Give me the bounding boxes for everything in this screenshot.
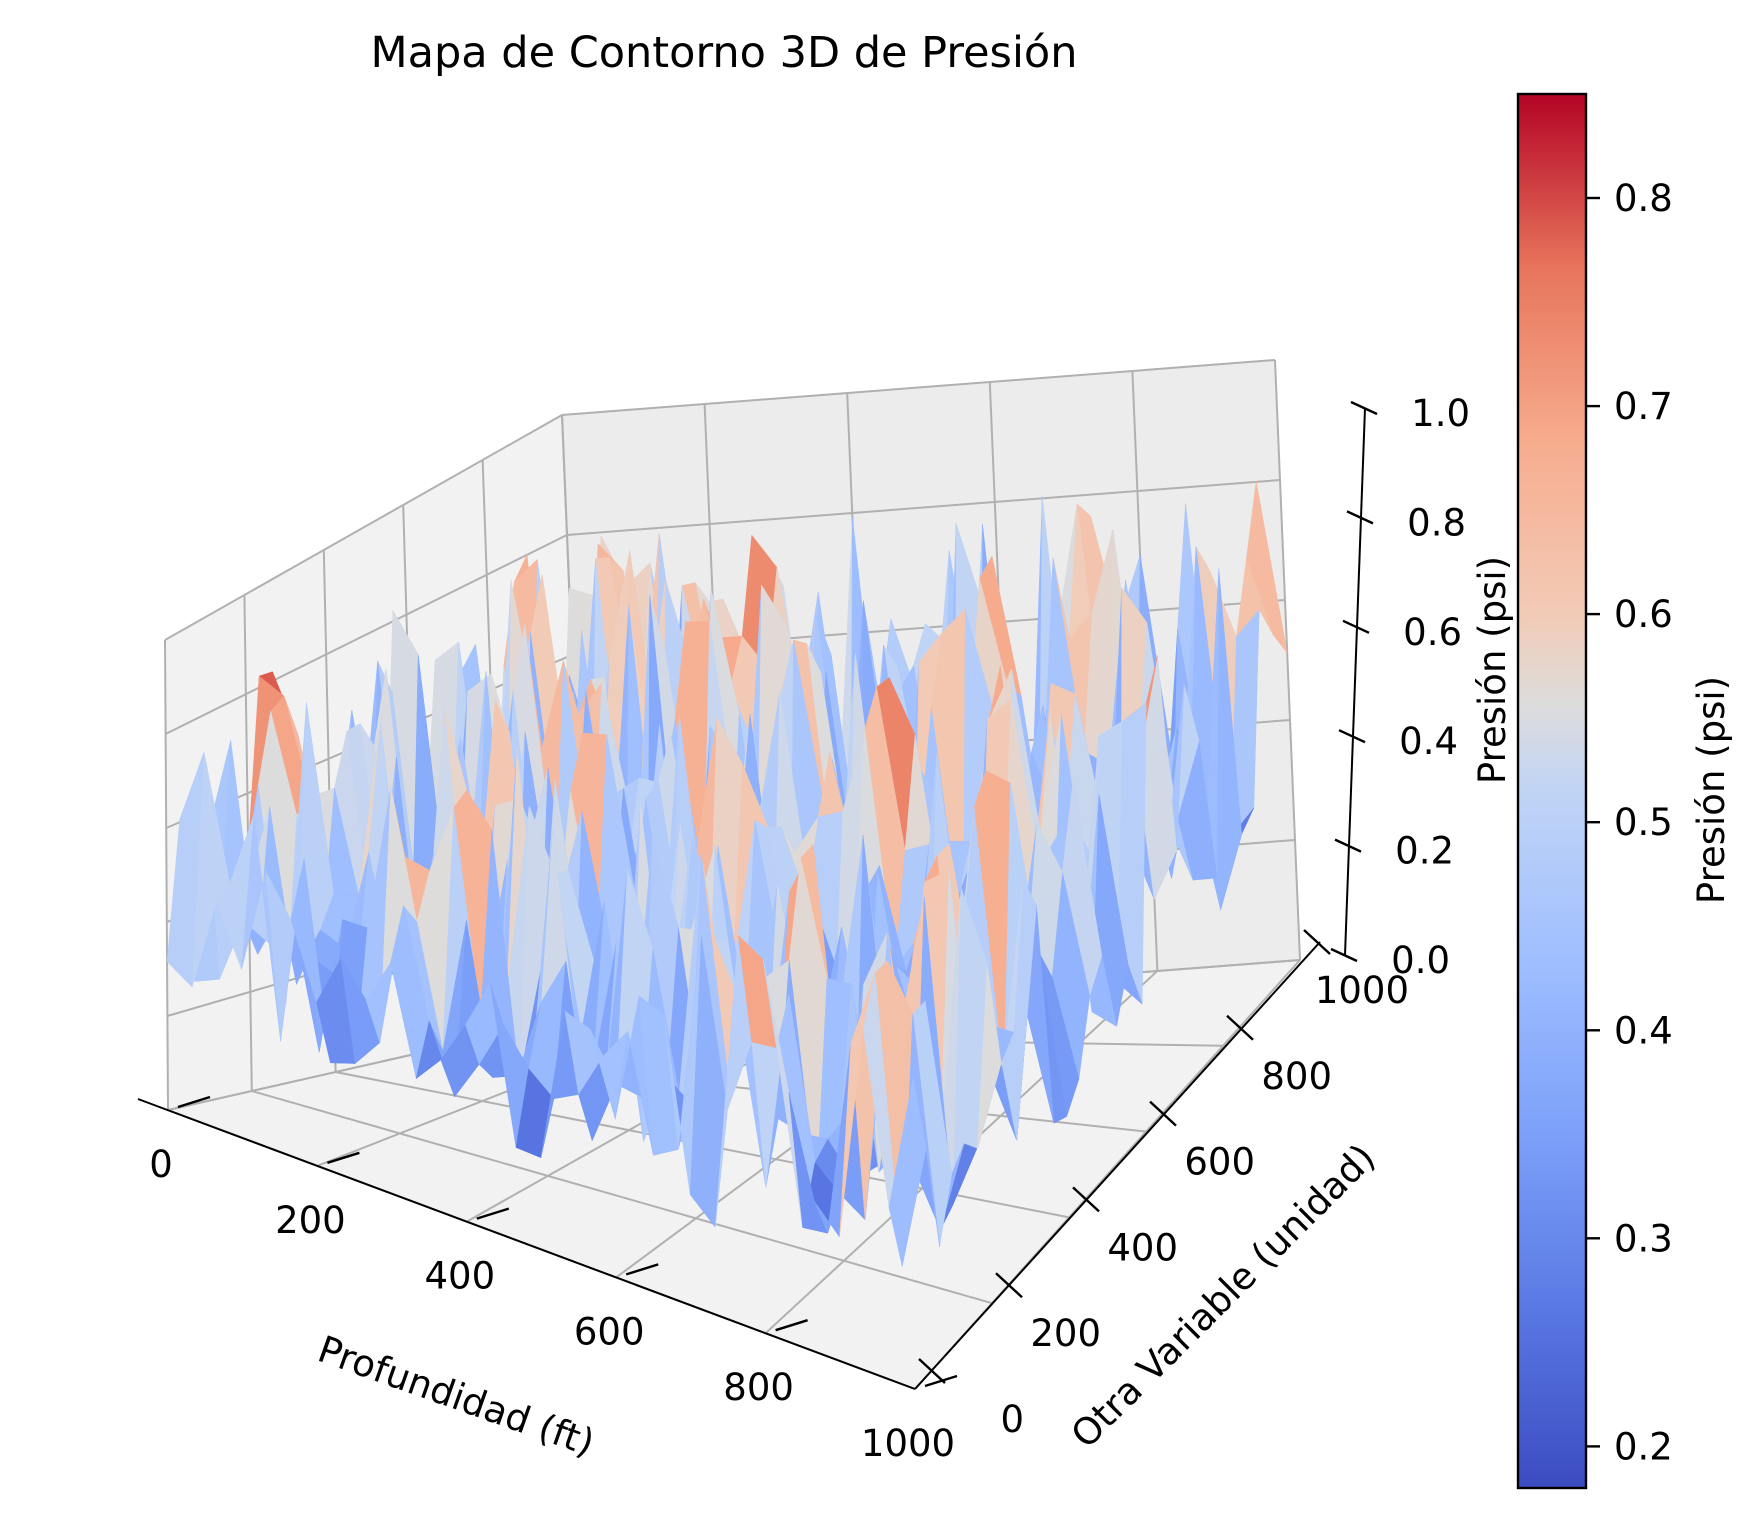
y-tick-label: 200	[1030, 1312, 1101, 1355]
y-tick	[918, 1358, 946, 1384]
surface-plot	[166, 481, 1288, 1267]
y-tick	[1149, 1100, 1177, 1127]
colorbar-tick-label: 0.5	[1614, 801, 1673, 844]
x-tick	[924, 1374, 958, 1388]
y-tick-label: 800	[1261, 1055, 1332, 1098]
z-tick-label: 0.4	[1399, 720, 1458, 763]
x-tick-label: 0	[149, 1143, 173, 1186]
surface-patch	[888, 1076, 927, 1267]
colorbar-tick-label: 0.7	[1614, 385, 1673, 428]
y-axis-line	[914, 941, 1321, 1390]
y-axis-label: Otra Variable (unidad)	[1063, 1136, 1384, 1457]
z-tick-label: 1.0	[1411, 392, 1470, 435]
chart-title: Mapa de Contorno 3D de Presión	[371, 28, 1078, 78]
x-tick-label: 1000	[861, 1422, 955, 1465]
x-tick-label: 200	[275, 1199, 346, 1242]
x-tick-label: 600	[574, 1310, 645, 1353]
z-tick-label: 0.6	[1403, 611, 1462, 654]
z-tick-label: 0.2	[1395, 830, 1454, 873]
x-tick	[327, 1151, 360, 1164]
y-tick-label: 400	[1107, 1226, 1178, 1269]
z-axis-label-rotated: Presión (psi)	[1471, 556, 1514, 784]
colorbar-tick-label: 0.6	[1614, 593, 1673, 636]
axes-ticks: 02004006008001000020040060080010000.00.2…	[149, 392, 1470, 1465]
y-tick-label: 0	[1000, 1398, 1024, 1441]
y-tick	[1226, 1014, 1254, 1041]
z-tick	[1342, 619, 1370, 634]
y-tick-label: 1000	[1315, 969, 1409, 1012]
x-tick	[177, 1095, 211, 1109]
z-tick-label: 0.8	[1407, 501, 1466, 544]
y-tick-label: 600	[1184, 1141, 1255, 1184]
axes-lines	[137, 407, 1366, 1390]
x-tick	[476, 1207, 510, 1220]
z-tick	[1350, 400, 1378, 416]
y-tick	[1072, 1186, 1100, 1213]
x-tick-label: 800	[723, 1366, 794, 1409]
colorbar: 0.2 0.3 0.4 0.5 0.6 0.7 0.8 Presión (psi)	[1516, 92, 1733, 1490]
colorbar-tick-label: 0.2	[1614, 1425, 1673, 1468]
z-gridline	[164, 359, 1276, 641]
y-tick	[995, 1272, 1023, 1299]
colorbar-tick-label: 0.4	[1614, 1009, 1673, 1052]
z-tick	[1330, 947, 1358, 963]
z-axis-line	[1344, 407, 1366, 956]
colorbar-tick-label: 0.3	[1614, 1217, 1673, 1260]
colorbar-gradient	[1516, 92, 1588, 1490]
x-tick-label: 400	[424, 1255, 495, 1298]
z-tick-label: 0.0	[1391, 939, 1450, 982]
z-tick	[1338, 729, 1366, 744]
colorbar-label: Presión (psi)	[1690, 676, 1733, 904]
x-tick	[775, 1319, 808, 1332]
colorbar-tick-label: 0.8	[1614, 177, 1673, 220]
z-tick	[1334, 838, 1362, 853]
x-axis-label: Profundidad (ft)	[313, 1328, 600, 1465]
y-tick	[1303, 929, 1331, 955]
x-axis-line	[137, 1098, 916, 1390]
colorbar-ticks: 0.2 0.3 0.4 0.5 0.6 0.7 0.8	[1586, 177, 1673, 1468]
x-tick	[625, 1263, 659, 1276]
z-tick	[1346, 510, 1374, 525]
